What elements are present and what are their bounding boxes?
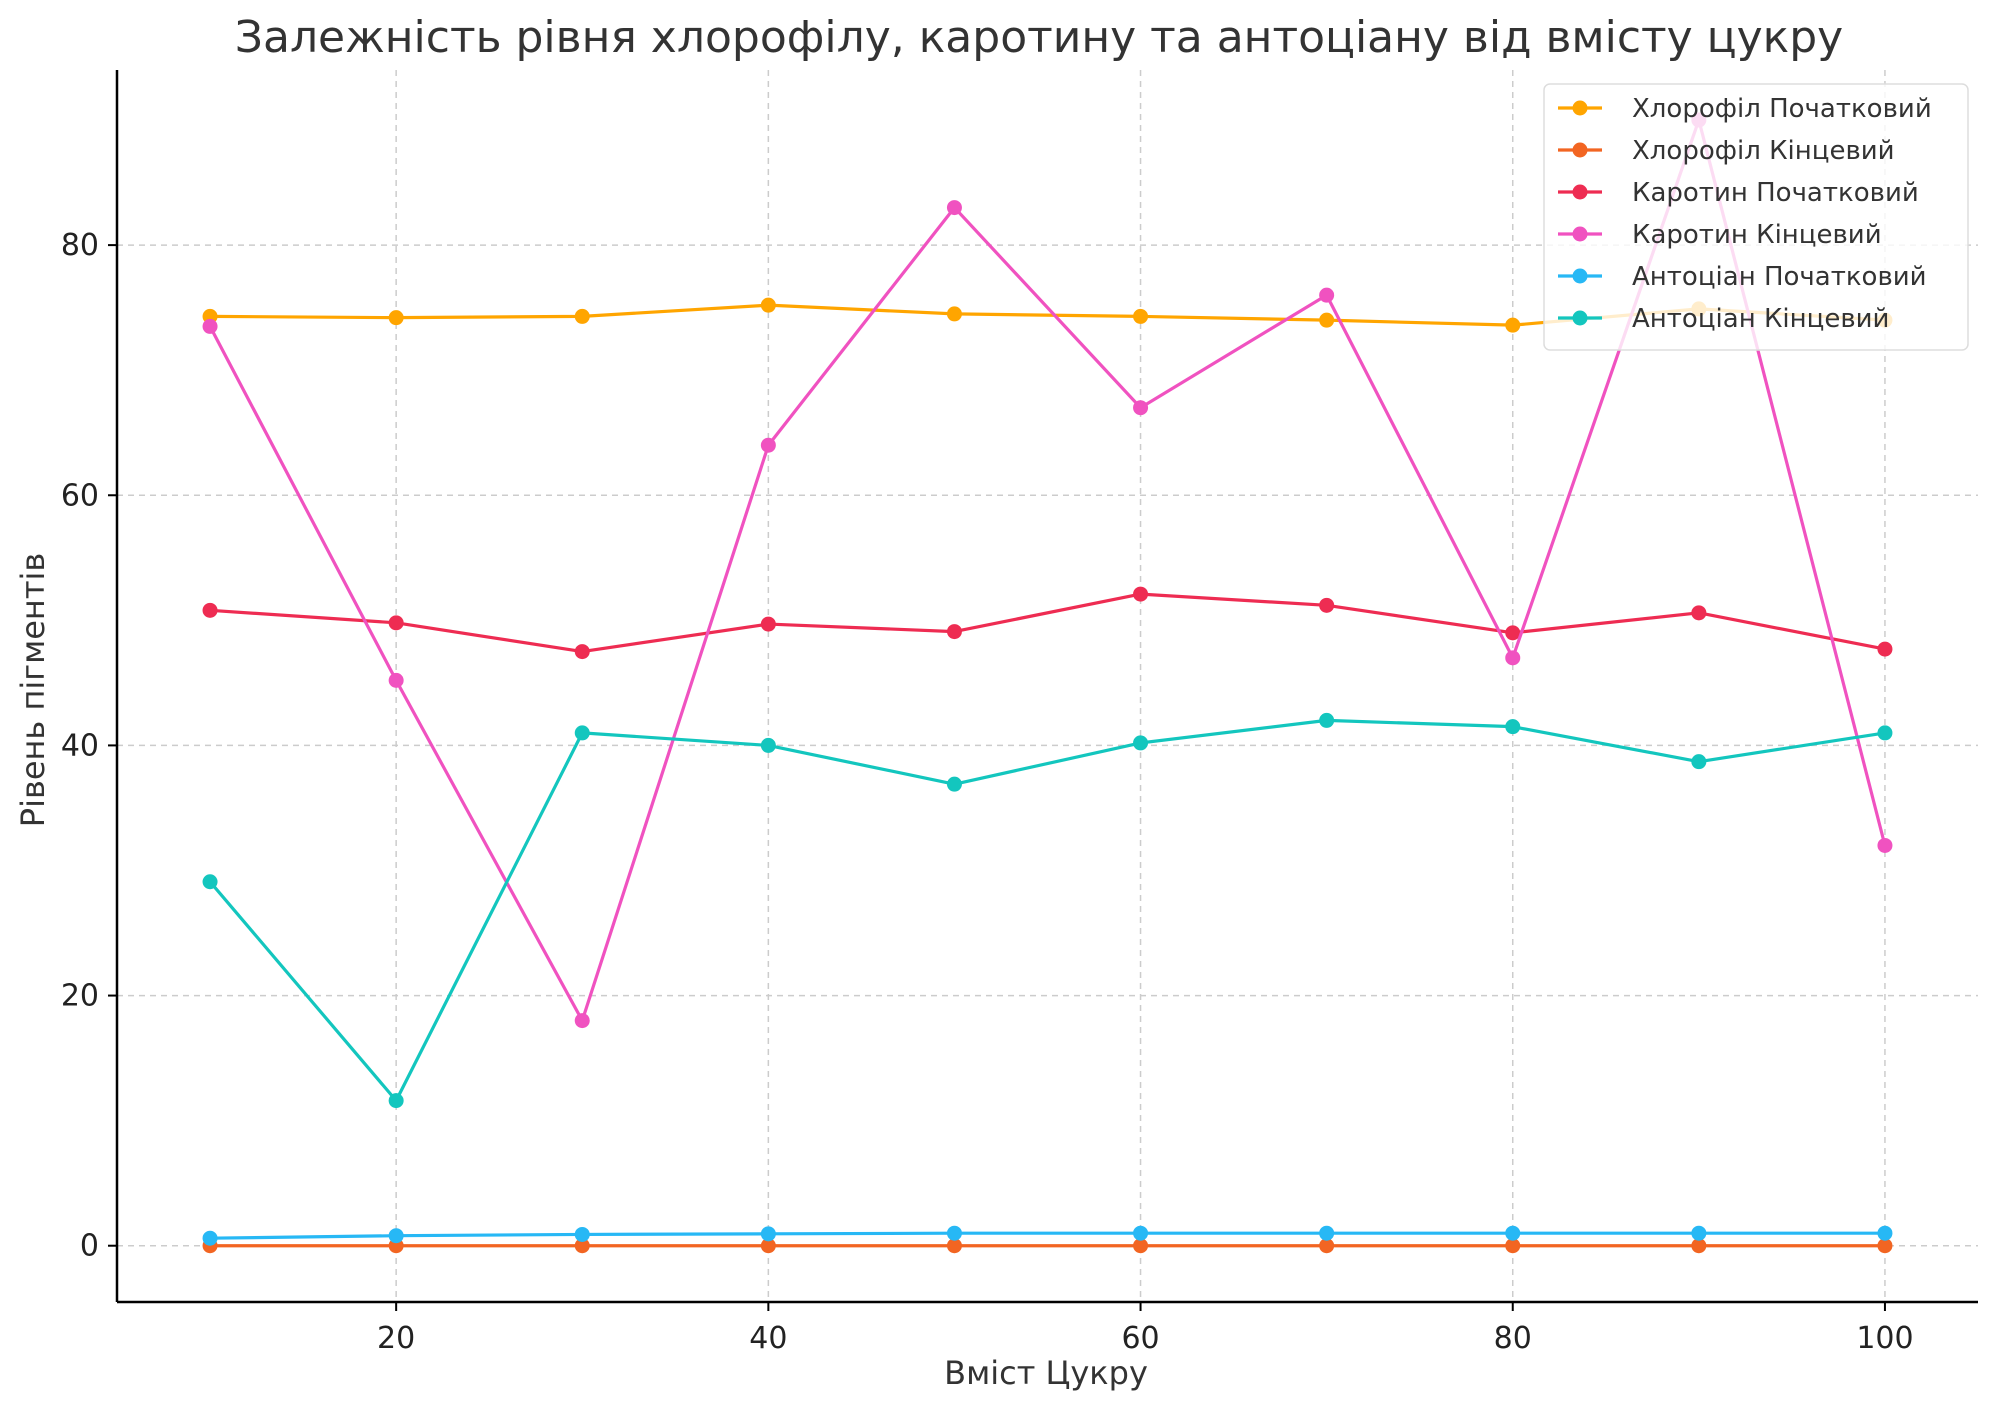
chart-title: Залежність рівня хлорофілу, каротину та … [235, 12, 1843, 63]
data-point [946, 1238, 962, 1254]
data-point [946, 776, 962, 792]
legend-swatch-marker [1572, 226, 1588, 242]
data-point [760, 616, 776, 632]
data-point [1505, 625, 1521, 641]
legend-item: Хлорофіл Кінцевий [1558, 136, 1895, 166]
series-2 [202, 1238, 1893, 1254]
data-point [1505, 650, 1521, 666]
data-point [1877, 725, 1893, 741]
data-point [1877, 1225, 1893, 1241]
series-line [208, 718, 1886, 1103]
data-point [1133, 735, 1149, 751]
data-point [574, 1238, 590, 1254]
y-tick-label: 0 [80, 1229, 99, 1264]
y-tick-label: 80 [61, 228, 99, 263]
legend-label: Хлорофіл Кінцевий [1632, 136, 1895, 166]
data-point [1505, 1238, 1521, 1254]
data-point [388, 310, 404, 326]
legend-frame [1543, 83, 1969, 351]
series-3 [202, 586, 1893, 660]
data-point [1691, 605, 1707, 621]
x-tick-label: 20 [377, 1321, 415, 1356]
data-point [1691, 1225, 1707, 1241]
data-point [1505, 719, 1521, 735]
data-point [574, 644, 590, 660]
legend-item: Каротин Початковий [1558, 178, 1919, 208]
axes [115, 70, 1978, 1304]
data-point [574, 725, 590, 741]
legend-item: Антоціан Початковий [1558, 262, 1927, 292]
data-point [1133, 586, 1149, 602]
y-axis-label: Рівень пігментів [14, 553, 52, 827]
data-point [1133, 400, 1149, 416]
data-point [1505, 1225, 1521, 1241]
data-point [388, 1093, 404, 1109]
data-point [388, 672, 404, 688]
x-tick-label: 80 [1494, 1321, 1532, 1356]
data-point [1505, 317, 1521, 333]
data-point [202, 318, 218, 334]
series-line [210, 1231, 1885, 1240]
data-point [1319, 1225, 1335, 1241]
legend: Хлорофіл Початковий Хлорофіл Кінцевий Каро… [1543, 83, 1969, 351]
data-point [574, 1226, 590, 1242]
data-point [1319, 597, 1335, 613]
series-6 [202, 712, 1893, 1109]
data-point [760, 437, 776, 453]
legend-label: Каротин Початковий [1632, 178, 1919, 208]
data-point [760, 1238, 776, 1254]
series-line [209, 592, 1886, 654]
legend-label: Антоціан Початковий [1632, 262, 1927, 292]
data-point [1319, 1238, 1335, 1254]
series-5 [202, 1225, 1893, 1246]
x-axis-label: Вміст Цукру [944, 1354, 1148, 1392]
y-tick-label: 40 [61, 728, 99, 763]
x-tick-label: 100 [1856, 1321, 1913, 1356]
data-point [574, 308, 590, 324]
data-point [388, 1228, 404, 1244]
y-tick-label: 60 [61, 478, 99, 513]
data-point [1319, 312, 1335, 328]
data-point [1133, 1225, 1149, 1241]
x-tick-label: 40 [749, 1321, 787, 1356]
data-point [946, 1225, 962, 1241]
data-point [1691, 1238, 1707, 1254]
data-point [1691, 754, 1707, 770]
legend-swatch-marker [1572, 100, 1588, 116]
legend-swatch-marker [1572, 310, 1588, 326]
data-point [760, 737, 776, 753]
data-point [1319, 712, 1335, 728]
data-point [1877, 837, 1893, 853]
legend-swatch-marker [1572, 268, 1588, 284]
tick-labels: 20 40 60 80 100 0 20 40 60 80 [61, 228, 1914, 1356]
data-point [202, 874, 218, 890]
legend-item: Антоціан Кінцевий [1558, 304, 1889, 334]
legend-swatch-marker [1572, 184, 1588, 200]
data-point [574, 1013, 590, 1029]
data-point [388, 615, 404, 631]
legend-label: Каротин Кінцевий [1632, 220, 1882, 250]
data-point [1133, 1238, 1149, 1254]
legend-item: Хлорофіл Початковий [1558, 94, 1932, 124]
data-point [1133, 308, 1149, 324]
legend-swatch-marker [1572, 142, 1588, 158]
data-point [1319, 287, 1335, 303]
y-tick-label: 20 [61, 979, 99, 1014]
data-point [946, 624, 962, 640]
data-point [1877, 1238, 1893, 1254]
legend-item: Каротин Кінцевий [1558, 220, 1882, 250]
data-point [946, 306, 962, 322]
data-point [202, 602, 218, 618]
legend-label: Антоціан Кінцевий [1632, 304, 1889, 334]
data-point [202, 1230, 218, 1246]
x-tick-label: 60 [1121, 1321, 1159, 1356]
data-point [946, 200, 962, 216]
series-line [208, 118, 1887, 1023]
data-point [760, 1226, 776, 1242]
legend-label: Хлорофіл Початковий [1632, 94, 1932, 124]
data-point [1877, 641, 1893, 657]
data-point [760, 297, 776, 313]
